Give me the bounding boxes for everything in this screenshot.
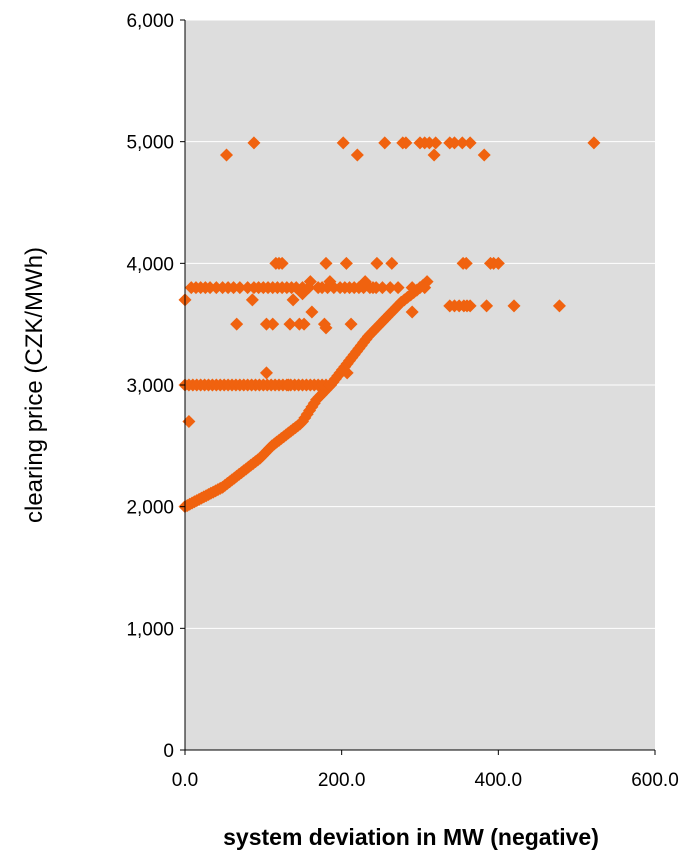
data-point: [447, 136, 461, 150]
data-point: [259, 366, 273, 380]
data-point: [427, 148, 441, 162]
data-point: [463, 299, 477, 313]
data-point: [477, 148, 491, 162]
data-point: [491, 256, 505, 270]
data-point: [266, 317, 280, 331]
data-point: [405, 281, 419, 295]
x-axis-ticks: 0.0 200.0 400.0 600.0: [172, 750, 679, 791]
data-point: [247, 136, 261, 150]
data-point: [281, 378, 295, 392]
x-tick-label: 200.0: [318, 770, 366, 791]
data-point: [303, 275, 317, 289]
data-point: [323, 378, 337, 392]
data-points: [178, 136, 601, 514]
data-point: [220, 148, 234, 162]
y-tick-label: 6,000: [126, 11, 174, 32]
data-point: [344, 317, 358, 331]
data-point: [233, 281, 247, 295]
data-point: [429, 136, 443, 150]
data-point: [358, 275, 372, 289]
data-point: [340, 366, 354, 380]
y-axis-ticks: 0 1,000 2,000 3,000 4,000 5,000 6,000: [126, 11, 185, 762]
data-point: [378, 136, 392, 150]
x-axis-title: system deviation in MW (negative): [223, 824, 599, 850]
data-point: [319, 321, 333, 335]
data-point: [383, 281, 397, 295]
data-point: [319, 256, 333, 270]
y-tick-label: 4,000: [126, 254, 174, 275]
data-point: [399, 136, 413, 150]
y-tick-label: 3,000: [126, 376, 174, 397]
data-point: [323, 275, 337, 289]
data-point: [459, 256, 473, 270]
data-point: [366, 281, 380, 295]
data-point: [305, 305, 319, 319]
data-point: [245, 293, 259, 307]
y-axis-title: clearing price (CZK/MWh): [21, 247, 48, 523]
data-point: [391, 281, 405, 295]
y-tick-label: 2,000: [126, 498, 174, 519]
data-point: [182, 415, 196, 428]
x-tick-label: 400.0: [475, 770, 523, 791]
data-point: [552, 299, 566, 313]
data-point: [350, 148, 364, 162]
data-point: [370, 256, 384, 270]
x-tick-label: 0.0: [172, 770, 198, 791]
data-point: [297, 317, 311, 331]
data-point: [507, 299, 521, 313]
y-tick-label: 0: [163, 741, 174, 762]
data-point: [336, 136, 350, 150]
data-point: [587, 136, 601, 150]
data-point: [385, 256, 399, 270]
y-tick-label: 5,000: [126, 133, 174, 154]
data-point: [463, 136, 477, 150]
data-point: [315, 281, 329, 295]
y-tick-label: 1,000: [126, 619, 174, 640]
data-point: [375, 281, 389, 295]
data-point: [275, 256, 289, 270]
data-point: [296, 287, 309, 301]
data-point: [230, 317, 244, 331]
data-point: [455, 136, 469, 150]
data-point: [405, 305, 419, 319]
data-point: [283, 317, 297, 331]
data-point: [418, 281, 432, 295]
x-tick-label: 600.0: [631, 770, 679, 791]
data-point: [339, 256, 353, 270]
data-point: [480, 299, 494, 313]
data-point: [286, 293, 300, 307]
